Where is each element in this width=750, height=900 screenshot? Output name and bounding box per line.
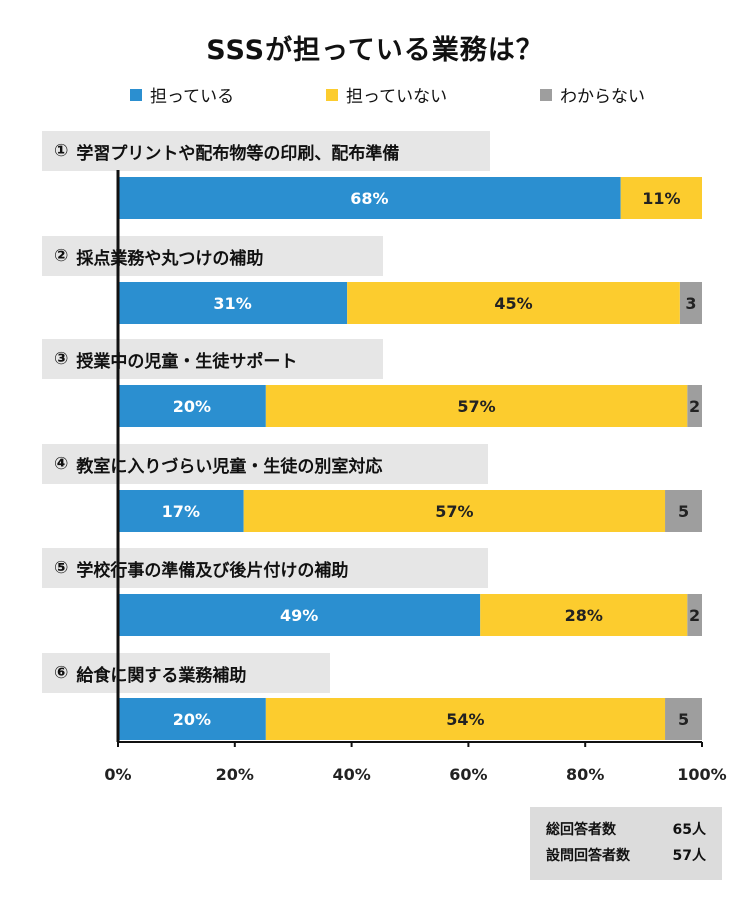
data-label-carrying: 68%: [350, 189, 388, 208]
legend-swatch: [326, 88, 338, 101]
data-label-not-carrying: 54%: [446, 710, 484, 729]
bar-segment-carrying: [118, 594, 481, 636]
bar-segment-not-carrying: [620, 177, 702, 219]
category-text: 採点業務や丸つけの補助: [76, 248, 264, 269]
question-respondents-label: 設問回答者数: [546, 848, 630, 864]
legend-swatch: [130, 88, 142, 101]
respondent-totals-box: 総回答者数 65人 設問回答者数 57人: [530, 807, 722, 880]
bar-segment-carrying: [118, 490, 244, 532]
data-label-not-carrying: 57%: [435, 502, 473, 521]
total-respondents-value: 65人: [672, 822, 706, 838]
data-label-carrying: 20%: [173, 397, 211, 416]
data-label-carrying: 31%: [213, 294, 251, 313]
bar-segment-unknown: [687, 594, 702, 636]
data-label-carrying: 20%: [173, 710, 211, 729]
legend-item-carrying: 担っている: [130, 82, 234, 107]
bar-segment-unknown: [665, 698, 702, 740]
x-tick-label: 0%: [104, 765, 131, 784]
bar-segment-carrying: [118, 177, 621, 219]
category-label-1: ① 学習プリントや配布物等の印刷、配布準備: [42, 131, 490, 171]
category-label-5: ⑤ 学校行事の準備及び後片付けの補助: [42, 548, 488, 588]
category-text: 教室に入りづらい児童・生徒の別室対応: [76, 456, 383, 477]
category-label-3: ③ 授業中の児童・生徒サポート: [42, 339, 383, 379]
bar-segment-unknown: [679, 282, 702, 324]
data-label-unknown: 5: [678, 502, 689, 521]
total-respondents-row: 総回答者数 65人: [546, 817, 706, 843]
category-label-2: ② 採点業務や丸つけの補助: [42, 236, 383, 276]
legend-item-not-carrying: 担っていない: [326, 82, 447, 107]
bar-segment-not-carrying: [243, 490, 666, 532]
category-number: ⑤: [54, 558, 69, 578]
data-label-not-carrying: 11%: [642, 189, 680, 208]
data-label-unknown: 2: [689, 397, 700, 416]
data-label-unknown: 2: [689, 606, 700, 625]
bar-segment-carrying: [118, 385, 266, 427]
legend-label: 担っている: [150, 87, 235, 107]
bar-segment-unknown: [687, 385, 702, 427]
bar-segment-not-carrying: [265, 385, 688, 427]
chart-title: SSSが担っている業務は？: [206, 35, 544, 66]
data-label-not-carrying: 57%: [457, 397, 495, 416]
category-label-4: ④ 教室に入りづらい児童・生徒の別室対応: [42, 444, 488, 484]
legend-label: 担っていない: [346, 87, 448, 107]
data-label-unknown: 3: [685, 294, 696, 313]
question-respondents-value: 57人: [672, 848, 706, 864]
data-label-not-carrying: 28%: [565, 606, 603, 625]
x-tick-label: 40%: [332, 765, 370, 784]
data-label-unknown: 5: [678, 710, 689, 729]
stacked-bar-chart: 68% 11% 31% 45% 3 20% 57% 2 17% 57% 5 49% 28% 2 20% 54%…: [104, 170, 727, 784]
x-tick-label: 60%: [449, 765, 487, 784]
x-tick-label: 20%: [216, 765, 254, 784]
x-tick-label: 80%: [566, 765, 604, 784]
legend-swatch: [540, 88, 552, 101]
data-label-carrying: 49%: [280, 606, 318, 625]
legend: 担っている 担っていない わからない: [0, 82, 750, 108]
category-text: 学習プリントや配布物等の印刷、配布準備: [76, 143, 400, 164]
bar-segment-not-carrying: [347, 282, 680, 324]
bar-segment-carrying: [118, 282, 348, 324]
bar-segment-not-carrying: [265, 698, 666, 740]
category-text: 授業中の児童・生徒サポート: [76, 351, 298, 372]
x-tick-label: 100%: [677, 765, 726, 784]
category-number: ④: [54, 454, 69, 474]
data-label-carrying: 17%: [162, 502, 200, 521]
category-number: ②: [54, 246, 69, 266]
category-text: 学校行事の準備及び後片付けの補助: [76, 560, 349, 581]
legend-label: わからない: [560, 87, 645, 107]
question-respondents-row: 設問回答者数 57人: [546, 843, 706, 869]
category-number: ①: [54, 141, 69, 161]
bar-segment-not-carrying: [480, 594, 688, 636]
total-respondents-label: 総回答者数: [546, 822, 616, 838]
legend-item-unknown: わからない: [540, 82, 645, 107]
category-number: ③: [54, 349, 69, 369]
data-label-not-carrying: 45%: [494, 294, 532, 313]
bar-segment-unknown: [665, 490, 702, 532]
bar-segment-carrying: [118, 698, 266, 740]
category-number: ⑥: [54, 663, 69, 683]
